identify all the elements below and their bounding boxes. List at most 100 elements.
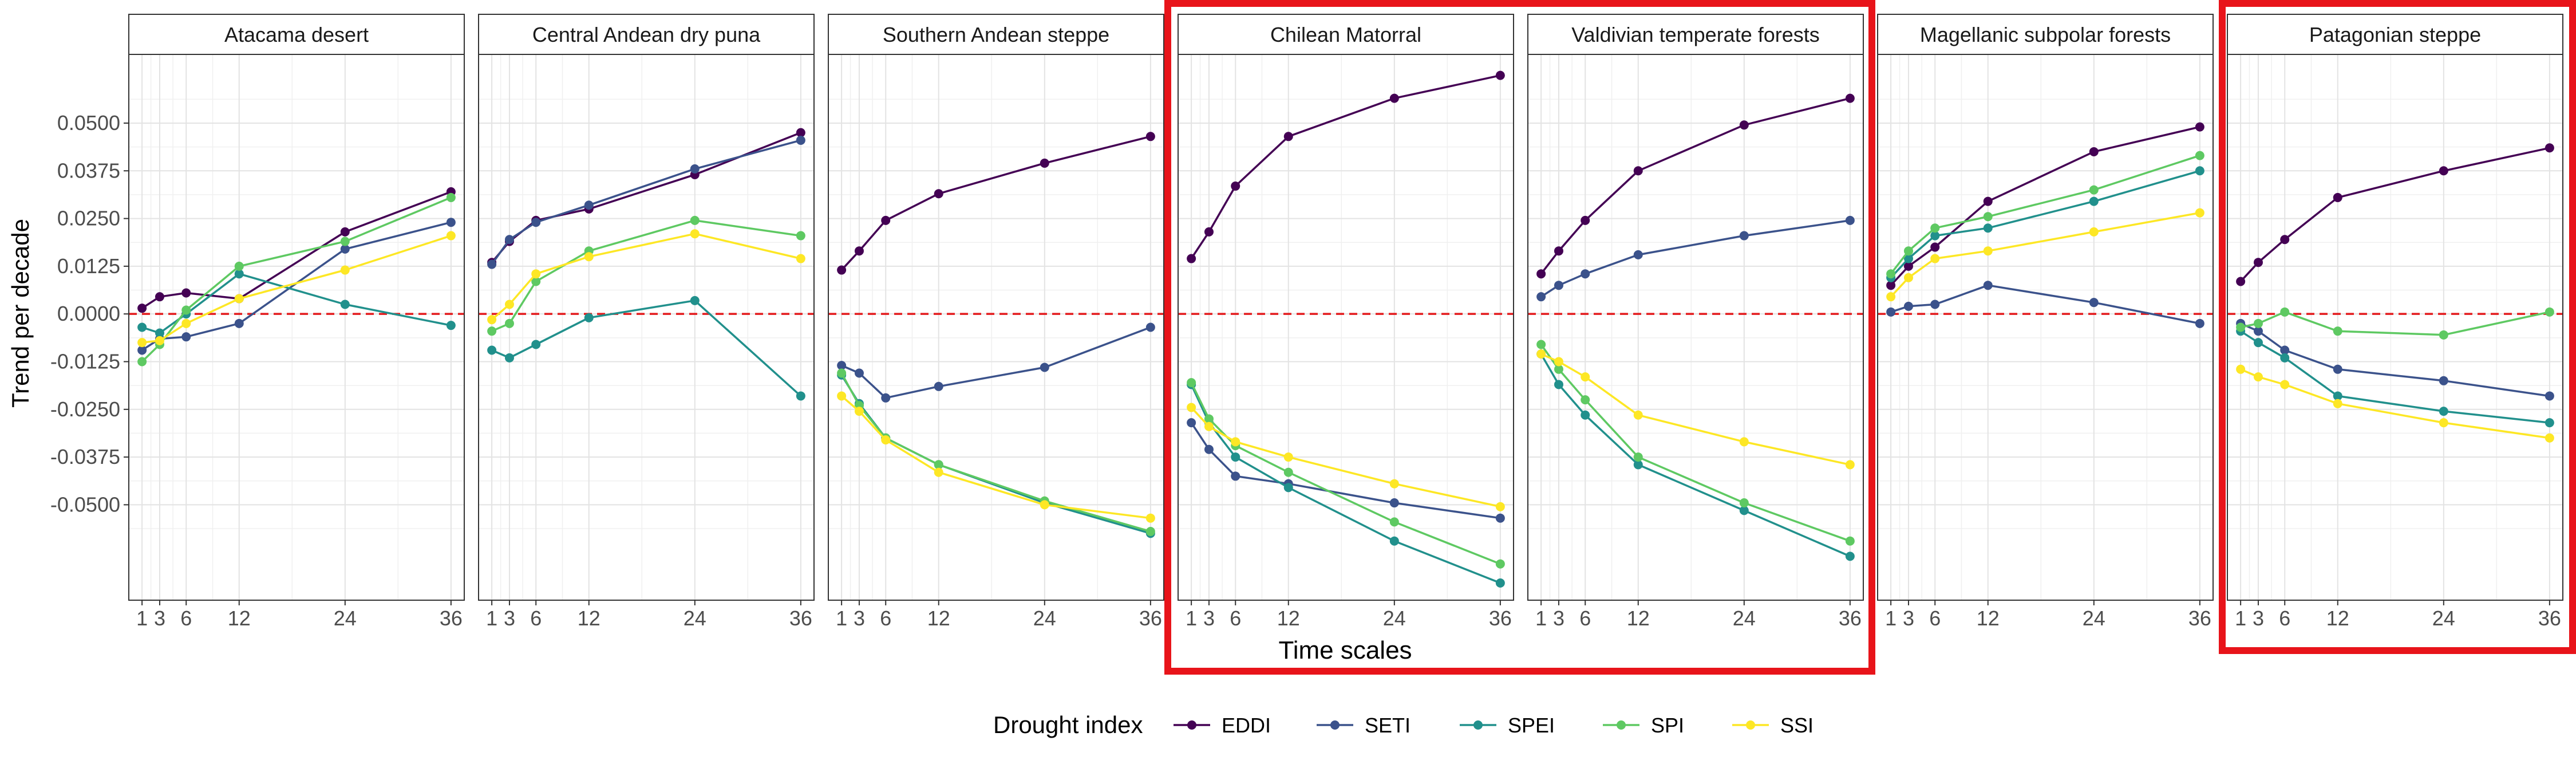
panel-title: Valdivian temperate forests: [1571, 23, 1820, 46]
data-point-eddi-chilean-matorral: [1204, 227, 1214, 237]
legend-key-point: [1617, 720, 1626, 730]
panel-border: [1877, 54, 2214, 601]
data-point-ssi-chilean-matorral: [1495, 502, 1505, 511]
data-point-spei-magellanic-subpolar-forests: [2089, 196, 2099, 206]
data-point-seti-magellanic-subpolar-forests: [1886, 307, 1896, 317]
series-line-seti-atacama-desert: [141, 221, 452, 351]
data-point-seti-atacama-desert: [137, 345, 147, 355]
data-point-ssi-southern-andean-steppe: [854, 407, 864, 416]
data-point-ssi-patagonian-steppe: [2253, 372, 2263, 382]
data-point-eddi-valdivian-temperate-forests: [1581, 215, 1590, 225]
legend-item-spi: SPI: [1603, 714, 1684, 737]
y-axis-title: Trend per decade: [7, 219, 34, 408]
y-tick-label: -0.0125: [50, 349, 120, 373]
data-point-eddi-chilean-matorral: [1283, 132, 1293, 141]
data-point-ssi-magellanic-subpolar-forests: [2089, 227, 2099, 237]
panel-frame-layer: Atacama desert Central Andean dry puna Sou…: [128, 14, 2563, 601]
x-tick-label: 12: [927, 606, 950, 630]
data-point-spi-valdivian-temperate-forests: [1845, 536, 1855, 546]
data-point-ssi-southern-andean-steppe: [1145, 513, 1155, 523]
data-point-seti-atacama-desert: [340, 244, 350, 254]
series-line-seti-valdivian-temperate-forests: [1540, 219, 1851, 298]
data-point-seti-patagonian-steppe: [2545, 391, 2554, 401]
data-point-seti-southern-andean-steppe: [1145, 322, 1155, 332]
data-point-eddi-magellanic-subpolar-forests: [1930, 242, 1940, 252]
data-point-seti-atacama-desert: [446, 218, 456, 227]
series-line-seti-chilean-matorral: [1190, 422, 1501, 519]
legend-label: SETI: [1365, 714, 1411, 737]
data-point-seti-atacama-desert: [234, 318, 244, 328]
data-point-spei-central-andean-dry-puna: [690, 296, 700, 305]
data-point-eddi-magellanic-subpolar-forests: [1983, 196, 1993, 206]
data-point-spi-central-andean-dry-puna: [531, 277, 541, 286]
data-point-spei-central-andean-dry-puna: [487, 345, 497, 355]
data-point-ssi-magellanic-subpolar-forests: [1903, 273, 1913, 282]
data-point-ssi-chilean-matorral: [1389, 479, 1399, 489]
data-point-eddi-patagonian-steppe: [2545, 143, 2554, 153]
x-tick-label: 1: [2235, 606, 2246, 630]
x-tick-label: 36: [2538, 606, 2561, 630]
data-point-spi-southern-andean-steppe: [934, 460, 943, 470]
data-point-seti-valdivian-temperate-forests: [1845, 215, 1855, 225]
data-point-seti-magellanic-subpolar-forests: [1983, 281, 1993, 290]
data-point-ssi-atacama-desert: [155, 336, 164, 345]
data-point-ssi-valdivian-temperate-forests: [1845, 460, 1855, 470]
data-point-spei-patagonian-steppe: [2253, 338, 2263, 348]
x-tick-label: 12: [228, 606, 251, 630]
data-point-spi-chilean-matorral: [1187, 378, 1196, 388]
data-point-seti-patagonian-steppe: [2333, 364, 2342, 374]
x-axis-title: Time scales: [1278, 636, 1412, 664]
data-point-spei-chilean-matorral: [1495, 578, 1505, 588]
data-point-seti-chilean-matorral: [1389, 498, 1399, 508]
data-point-spi-valdivian-temperate-forests: [1633, 452, 1643, 462]
data-point-spei-magellanic-subpolar-forests: [2195, 166, 2204, 176]
data-point-spi-central-andean-dry-puna: [487, 326, 497, 336]
data-point-spei-magellanic-subpolar-forests: [1903, 254, 1913, 263]
data-point-seti-magellanic-subpolar-forests: [1930, 300, 1940, 309]
data-point-spi-magellanic-subpolar-forests: [1886, 269, 1896, 279]
x-tick-label: 6: [880, 606, 891, 630]
data-point-seti-magellanic-subpolar-forests: [2089, 298, 2099, 308]
data-point-ssi-southern-andean-steppe: [837, 391, 847, 401]
data-point-spi-atacama-desert: [137, 357, 147, 367]
data-point-eddi-valdivian-temperate-forests: [1633, 166, 1643, 176]
x-tick-label: 6: [180, 606, 192, 630]
data-point-ssi-patagonian-steppe: [2280, 380, 2290, 389]
legend-key-point: [1473, 720, 1483, 730]
data-point-spi-central-andean-dry-puna: [504, 318, 514, 328]
series-line-spei-chilean-matorral: [1190, 384, 1501, 584]
panel-border: [128, 54, 465, 601]
data-point-ssi-chilean-matorral: [1187, 403, 1196, 412]
data-point-ssi-atacama-desert: [137, 338, 147, 348]
data-point-ssi-central-andean-dry-puna: [690, 229, 700, 239]
data-point-seti-central-andean-dry-puna: [504, 235, 514, 245]
x-tick-label: 1: [1885, 606, 1897, 630]
data-point-spei-valdivian-temperate-forests: [1554, 380, 1563, 389]
data-point-spei-valdivian-temperate-forests: [1633, 460, 1643, 470]
data-point-ssi-patagonian-steppe: [2439, 418, 2448, 428]
data-point-eddi-patagonian-steppe: [2280, 235, 2290, 245]
data-point-ssi-central-andean-dry-puna: [504, 300, 514, 309]
axis-layer: Trend per decade Time scales 1 3 6 12 24 36 1 3…: [7, 111, 2561, 664]
data-point-spei-central-andean-dry-puna: [504, 353, 514, 363]
data-point-spei-patagonian-steppe: [2439, 407, 2448, 416]
grid-layer: [129, 54, 2563, 600]
data-point-seti-atacama-desert: [181, 332, 191, 342]
x-tick-label: 36: [1839, 606, 1862, 630]
x-tick-label: 3: [504, 606, 515, 630]
data-point-ssi-valdivian-temperate-forests: [1554, 357, 1563, 367]
x-tick-label: 24: [1383, 606, 1406, 630]
data-point-eddi-valdivian-temperate-forests: [1554, 246, 1563, 256]
data-point-ssi-magellanic-subpolar-forests: [1983, 246, 1993, 256]
data-point-spi-magellanic-subpolar-forests: [1930, 223, 1940, 233]
data-point-spei-atacama-desert: [137, 322, 147, 332]
data-point-seti-magellanic-subpolar-forests: [2195, 318, 2204, 328]
data-point-eddi-chilean-matorral: [1187, 254, 1196, 263]
data-point-eddi-atacama-desert: [137, 304, 147, 313]
x-tick-label: 12: [1627, 606, 1650, 630]
data-point-eddi-magellanic-subpolar-forests: [1903, 261, 1913, 271]
x-tick-label: 3: [854, 606, 865, 630]
highlight-layer: [1164, 0, 2576, 675]
x-tick-label: 36: [789, 606, 812, 630]
panel-title: Central Andean dry puna: [532, 23, 761, 46]
